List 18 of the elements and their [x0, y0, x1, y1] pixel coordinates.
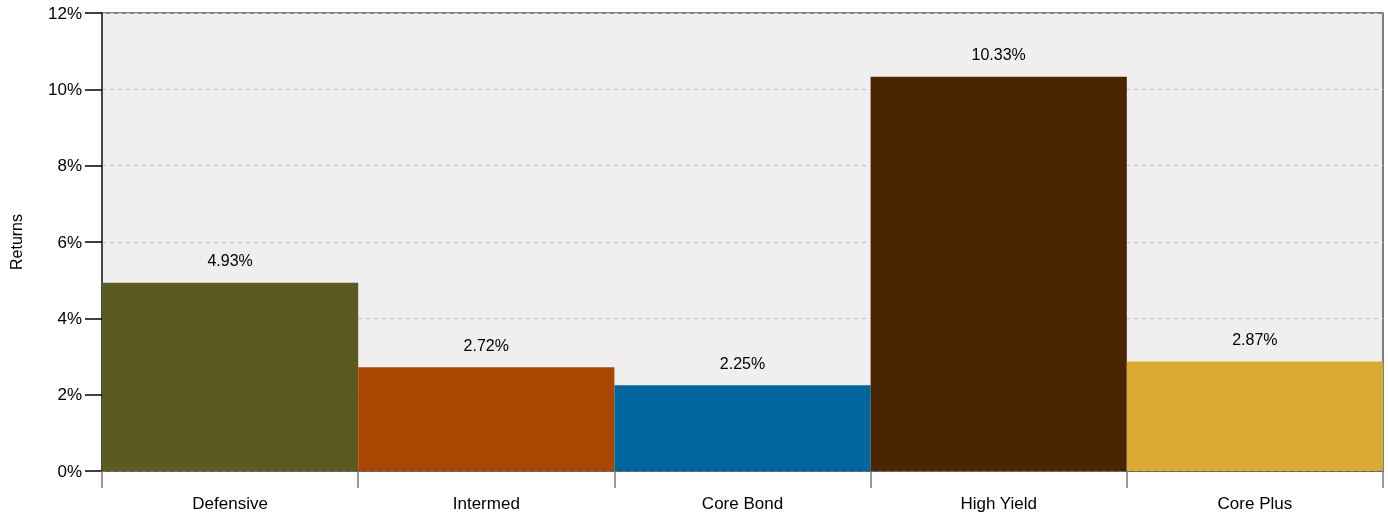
x-tick-label: Core Bond: [701, 494, 784, 513]
data-label: 2.87%: [1232, 330, 1278, 348]
data-label: 10.33%: [971, 46, 1026, 64]
y-tick-label: 4%: [57, 308, 82, 328]
data-label: 2.72%: [463, 336, 509, 354]
x-tick-label: Intermed: [452, 494, 520, 513]
y-tick-label: 8%: [57, 156, 82, 176]
y-axis-title: Returns: [7, 213, 25, 271]
y-tick-label: 2%: [57, 385, 82, 405]
y-tick-label: 12%: [47, 3, 82, 23]
y-tick-label: 0%: [57, 461, 82, 481]
x-tick-label: Defensive: [192, 494, 268, 513]
y-tick-label: 6%: [57, 232, 82, 252]
y-tick-label: 10%: [47, 79, 82, 99]
x-tick-label: Core Plus: [1217, 494, 1293, 513]
data-label: 2.25%: [719, 354, 766, 372]
data-label: 4.93%: [207, 252, 253, 270]
x-tick-label: High Yield: [960, 494, 1037, 513]
